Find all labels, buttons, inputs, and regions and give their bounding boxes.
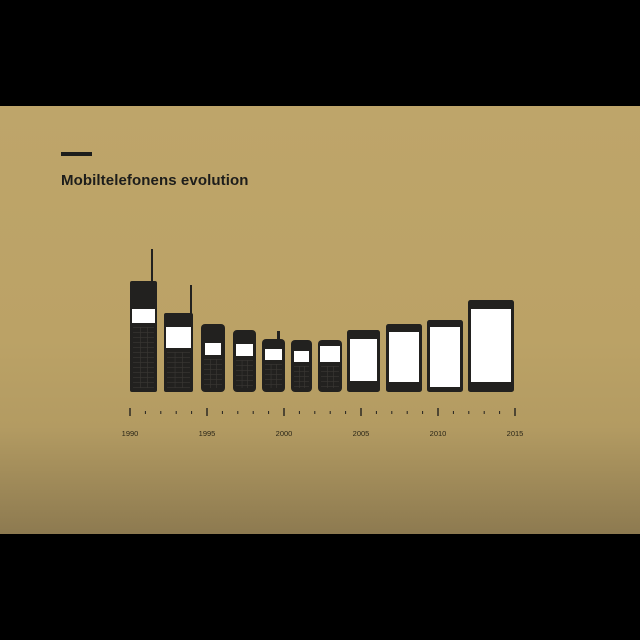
major-tick: [129, 408, 131, 416]
phone-evolution-diagram: 1990 1995 2000 2005 2010 2015: [122, 249, 524, 438]
minor-tick: [375, 411, 377, 414]
year-label: 2000: [276, 429, 293, 438]
smartphone-phone-icon: [347, 330, 380, 392]
candybar-phone-icon: [318, 340, 342, 392]
candybar-phone-icon: [262, 331, 285, 392]
smartphone-phone-icon: [427, 320, 463, 392]
minor-tick: [345, 411, 347, 414]
slide-title: Mobiltelefonens evolution: [61, 172, 249, 189]
minor-tick: [483, 411, 485, 414]
major-tick: [283, 408, 285, 416]
major-tick: [437, 408, 439, 416]
minor-tick: [499, 411, 501, 414]
smartphone-phone-icon: [468, 300, 514, 392]
title-accent-bar: [61, 152, 92, 156]
year-label: 2010: [430, 429, 447, 438]
slide: Mobiltelefonens evolution 1990 1995 2000 20…: [0, 106, 640, 534]
minor-tick: [175, 411, 177, 414]
major-tick: [514, 408, 516, 416]
brick-phone-icon: [130, 249, 157, 392]
minor-tick: [237, 411, 239, 414]
minor-tick: [144, 411, 146, 414]
minor-tick: [314, 411, 316, 414]
year-label: 2015: [507, 429, 524, 438]
minor-tick: [406, 411, 408, 414]
year-label: 1990: [122, 429, 139, 438]
minor-tick: [252, 411, 254, 414]
smartphone-phone-icon: [386, 324, 422, 392]
minor-tick: [391, 411, 393, 414]
minor-tick: [221, 411, 223, 414]
minor-tick: [160, 411, 162, 414]
minor-tick: [452, 411, 454, 414]
minor-tick: [268, 411, 270, 414]
brick-phone-icon: [164, 285, 193, 392]
phones-group: [130, 249, 514, 392]
minor-tick: [468, 411, 470, 414]
minor-tick: [422, 411, 424, 414]
major-tick: [360, 408, 362, 416]
candybar-phone-icon: [233, 330, 256, 392]
timeline-axis: 1990 1995 2000 2005 2010 2015: [122, 408, 524, 438]
minor-tick: [329, 411, 331, 414]
minor-tick: [298, 411, 300, 414]
minor-tick: [191, 411, 193, 414]
year-label: 1995: [199, 429, 216, 438]
major-tick: [206, 408, 208, 416]
candybar-phone-icon: [201, 324, 225, 392]
candybar-phone-icon: [291, 340, 312, 392]
year-label: 2005: [353, 429, 370, 438]
